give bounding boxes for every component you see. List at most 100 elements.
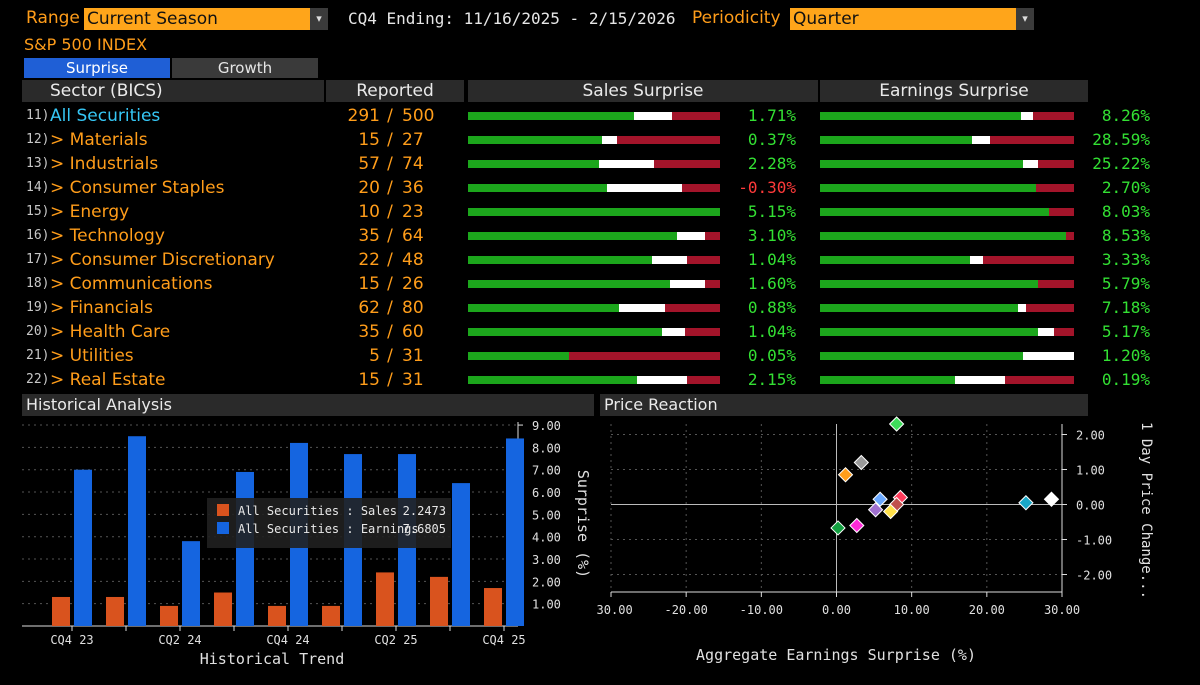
y-tick-label: 0.00 [1076, 499, 1105, 513]
sector-name[interactable]: > Financials [50, 296, 153, 320]
sales-bar[interactable] [376, 572, 394, 626]
sales-surprise-pct: 0.05% [747, 346, 796, 365]
legend-value: 7.6805 [403, 522, 446, 536]
table-row[interactable]: 14) > Consumer Staples 20 / 36 -0.30% 2.70% [22, 176, 1150, 200]
sales-bar[interactable] [268, 605, 286, 626]
sales-surprise-bar [468, 184, 720, 192]
row-number: 16) [26, 228, 50, 243]
scatter-point[interactable] [830, 520, 846, 536]
y-axis-title: Surprise (%) [574, 470, 592, 578]
tab-growth[interactable]: Growth [172, 58, 318, 78]
bar-green-segment [468, 376, 637, 384]
sector-name[interactable]: > Materials [50, 128, 148, 152]
bar-green-segment [820, 232, 1067, 240]
table-row[interactable]: 15) > Energy 10 / 23 5.15% 8.03% [22, 200, 1150, 224]
sales-bar[interactable] [322, 605, 340, 626]
reported-sep: / [387, 250, 393, 270]
period-range-text: CQ4 Ending: 11/16/2025 - 2/15/2026 [348, 9, 676, 28]
reported-total: 31 [402, 346, 424, 366]
reported-count: 15 [358, 274, 380, 294]
reported-sep: / [387, 154, 393, 174]
table-row[interactable]: 16) > Technology 35 / 64 3.10% 8.53% [22, 224, 1150, 248]
scatter-point[interactable] [837, 467, 854, 483]
sales-surprise-bar [468, 352, 720, 360]
earnings-bar[interactable] [182, 541, 200, 626]
sales-bar[interactable] [214, 592, 232, 626]
expand-chevron: > [50, 202, 70, 222]
range-label: Range [26, 8, 80, 28]
sales-bar[interactable] [106, 596, 124, 626]
scatter-point[interactable] [872, 491, 888, 507]
bar-green-segment [820, 280, 1039, 288]
range-dropdown[interactable]: Current Season ▾ [84, 8, 328, 30]
earnings-bar[interactable] [506, 438, 524, 626]
header-reported[interactable]: Reported [326, 80, 464, 102]
earnings-bar[interactable] [452, 483, 470, 626]
scatter-point[interactable] [882, 503, 899, 520]
sector-name[interactable]: All Securities [50, 104, 160, 128]
bar-white-segment [669, 280, 705, 288]
earnings-surprise-bar [820, 208, 1074, 216]
sales-bar[interactable] [430, 576, 448, 626]
sector-name[interactable]: > Real Estate [50, 368, 166, 392]
bar-white-segment [1038, 328, 1054, 336]
earnings-bar[interactable] [74, 469, 92, 626]
sales-bar[interactable] [160, 605, 178, 626]
sector-name[interactable]: > Industrials [50, 152, 158, 176]
sector-name[interactable]: > Utilities [50, 344, 134, 368]
sector-name[interactable]: > Consumer Discretionary [50, 248, 275, 272]
earnings-bar[interactable] [128, 436, 146, 626]
scatter-point[interactable] [1018, 495, 1034, 511]
tab-surprise[interactable]: Surprise [24, 58, 170, 78]
table-row[interactable]: 13) > Industrials 57 / 74 2.28% 25.22% [22, 152, 1150, 176]
y-tick-label: 1.00 [1076, 464, 1105, 478]
chevron-down-icon[interactable]: ▾ [1016, 8, 1034, 30]
legend-box [207, 498, 451, 548]
sales-surprise-pct: -0.30% [738, 178, 796, 197]
scatter-point[interactable] [849, 517, 865, 534]
sector-label: Energy [69, 202, 130, 222]
scatter-point[interactable] [853, 454, 870, 471]
table-row[interactable]: 20) > Health Care 35 / 60 1.04% 5.17% [22, 320, 1150, 344]
expand-chevron: > [50, 130, 70, 150]
sector-label: Health Care [69, 322, 171, 342]
earnings-bar[interactable] [236, 471, 254, 626]
header-sales-surprise[interactable]: Sales Surprise [468, 80, 818, 102]
sales-bar[interactable] [52, 596, 70, 626]
sector-name[interactable]: > Energy [50, 200, 129, 224]
bar-red-segment [1053, 328, 1074, 336]
expand-chevron: > [50, 226, 70, 246]
periodicity-dropdown[interactable]: Quarter ▾ [790, 8, 1034, 30]
bar-green-segment [468, 328, 663, 336]
sector-name[interactable]: > Technology [50, 224, 165, 248]
sales-surprise-pct: 2.15% [747, 370, 796, 389]
reported-total: 60 [402, 322, 424, 342]
earnings-surprise-pct: 0.19% [1101, 370, 1150, 389]
table-row[interactable]: 12) > Materials 15 / 27 0.37% 28.59% [22, 128, 1150, 152]
chevron-down-icon[interactable]: ▾ [310, 8, 328, 30]
sector-label: Technology [69, 226, 165, 246]
table-row[interactable]: 22) > Real Estate 15 / 31 2.15% 0.19% [22, 368, 1150, 392]
scatter-point[interactable] [1043, 491, 1060, 507]
sales-bar[interactable] [484, 588, 502, 626]
y-tick-label: 4.00 [532, 531, 561, 545]
earnings-surprise-bar [820, 112, 1074, 120]
header-sector[interactable]: Sector (BICS) [22, 80, 324, 102]
sector-name[interactable]: > Communications [50, 272, 213, 296]
scatter-point[interactable] [888, 416, 905, 432]
table-row[interactable]: 17) > Consumer Discretionary 22 / 48 1.04% 3.3… [22, 248, 1150, 272]
scatter-point[interactable] [867, 502, 884, 518]
header-earnings-surprise[interactable]: Earnings Surprise [820, 80, 1088, 102]
x-tick-label: CQ4 24 [266, 633, 309, 647]
table-row[interactable]: 21) > Utilities 5 / 31 0.05% 1.20% [22, 344, 1150, 368]
reported-sep: / [387, 226, 393, 246]
table-row[interactable]: 11) All Securities 291 / 500 1.71% 8.26% [22, 104, 1150, 128]
reported-count: 57 [358, 154, 380, 174]
sector-name[interactable]: > Consumer Staples [50, 176, 224, 200]
earnings-surprise-pct: 2.70% [1101, 178, 1150, 197]
sector-name[interactable]: > Health Care [50, 320, 170, 344]
table-row[interactable]: 19) > Financials 62 / 80 0.88% 7.18% [22, 296, 1150, 320]
table-row[interactable]: 18) > Communications 15 / 26 1.60% 5.79% [22, 272, 1150, 296]
legend-swatch [217, 504, 229, 516]
x-axis-title: Historical Trend [200, 650, 345, 668]
